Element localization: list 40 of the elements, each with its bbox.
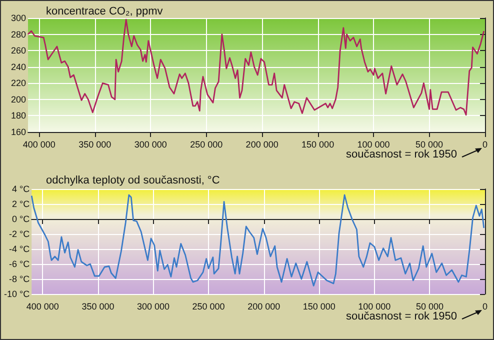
y-tick-label: 2 °C xyxy=(12,199,30,209)
x-tick-label: 50 000 xyxy=(416,140,444,150)
chart-title: koncentrace CO₂, ppmv xyxy=(46,6,164,18)
x-tick-label: 250 000 xyxy=(192,302,225,312)
y-tick-label: 300 xyxy=(10,13,26,23)
y-tick-label: 180 xyxy=(10,110,26,121)
x-tick-label: 100 000 xyxy=(358,302,391,312)
x-tick-label: 350 000 xyxy=(78,140,112,150)
y-tick-label: -10 °C xyxy=(4,289,30,299)
y-tick-label: 240 xyxy=(10,62,26,72)
x-tick-label: 400 000 xyxy=(26,302,59,312)
y-tick-label: 260 xyxy=(10,46,26,56)
chart-title: odchylka teploty od současnosti, °C xyxy=(46,174,220,186)
y-tick-label: 220 xyxy=(10,78,26,88)
x-tick-label: 250 000 xyxy=(190,140,223,150)
y-tick-label: -4 °C xyxy=(9,244,30,254)
x-tick-label: 0 xyxy=(482,140,488,150)
y-tick-label: 4 °C xyxy=(12,184,30,194)
x-tick-label: 400 000 xyxy=(22,140,56,150)
x-tick-label: 200 000 xyxy=(248,302,280,312)
x-tick-label: 200 000 xyxy=(246,140,278,150)
y-tick-label: 160 xyxy=(10,127,26,137)
line-series xyxy=(27,18,485,116)
x-tick-label: 150 000 xyxy=(302,140,334,150)
y-tick-label: 280 xyxy=(10,29,26,40)
x-tick-label: 50 000 xyxy=(416,302,444,312)
x-tick-label: 350 000 xyxy=(82,302,114,312)
y-tick-label: -6 °C xyxy=(9,259,30,269)
y-tick-label: -2 °C xyxy=(9,229,30,239)
text: současnost = rok 1950 xyxy=(346,310,458,322)
y-tick-label: 0 °C xyxy=(12,214,30,224)
x-tick-label: 100 000 xyxy=(357,140,390,150)
x-tick-label: 150 000 xyxy=(302,302,336,312)
x-tick-label: 0 xyxy=(482,302,488,312)
x-tick-label: 300 000 xyxy=(136,302,170,312)
text: současnost = rok 1950 xyxy=(346,148,458,160)
x-tick-label: 300 000 xyxy=(134,140,167,150)
y-tick-label: 200 xyxy=(10,94,26,104)
line-series xyxy=(30,194,485,286)
y-tick-label: -8 °C xyxy=(9,274,30,284)
